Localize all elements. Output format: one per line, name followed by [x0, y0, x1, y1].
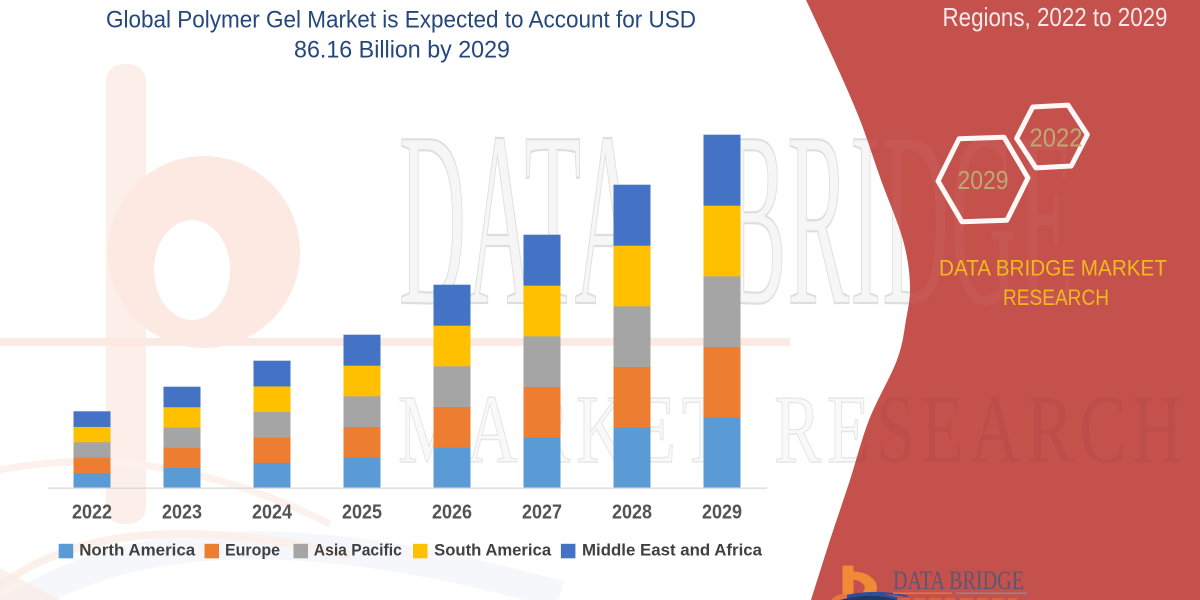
- svg-text:South America: South America: [434, 541, 552, 560]
- svg-text:2022: 2022: [1030, 123, 1083, 153]
- svg-text:2023: 2023: [162, 502, 202, 524]
- svg-text:Regions, 2022 to 2029: Regions, 2022 to 2029: [943, 2, 1168, 32]
- svg-text:2026: 2026: [432, 502, 472, 524]
- svg-text:2029: 2029: [958, 165, 1009, 195]
- svg-text:2028: 2028: [612, 502, 652, 524]
- svg-text:DATA BRIDGE: DATA BRIDGE: [893, 566, 1024, 595]
- svg-text:North America: North America: [79, 541, 196, 560]
- svg-text:2022: 2022: [72, 502, 112, 524]
- svg-text:2027: 2027: [522, 502, 562, 524]
- svg-text:Global Polymer Gel Market is E: Global Polymer Gel Market is Expected to…: [106, 7, 696, 34]
- svg-text:DATA BRIDGE MARKET: DATA BRIDGE MARKET: [939, 256, 1167, 281]
- svg-text:Middle East and Africa: Middle East and Africa: [582, 541, 763, 560]
- svg-text:RESEARCH: RESEARCH: [1003, 285, 1109, 310]
- svg-text:Asia Pacific: Asia Pacific: [314, 541, 402, 560]
- svg-text:86.16 Billion by 2029: 86.16 Billion by 2029: [294, 37, 510, 64]
- svg-text:Europe: Europe: [225, 541, 280, 560]
- svg-text:2024: 2024: [252, 502, 293, 524]
- svg-text:2029: 2029: [702, 502, 742, 524]
- svg-text:2025: 2025: [342, 502, 382, 524]
